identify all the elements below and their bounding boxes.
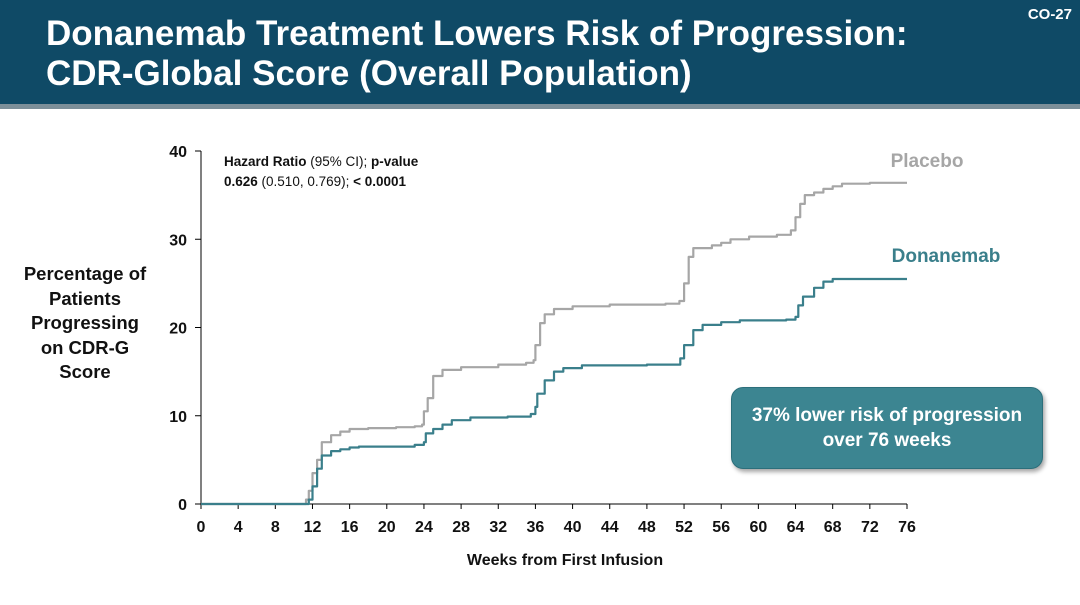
slide-title-line-2: CDR-Global Score (Overall Population) bbox=[46, 54, 692, 93]
y-axis-label-line: on CDR-G bbox=[40, 336, 130, 358]
x-tick-label: 8 bbox=[271, 519, 280, 536]
y-axis-label: Percentage of Patients Progressing on CD… bbox=[10, 262, 160, 385]
chart-series bbox=[201, 181, 907, 506]
legend-donanemab: Donanemab bbox=[892, 246, 1001, 267]
y-axis-label-line: Percentage of bbox=[23, 263, 147, 284]
x-tick-label: 68 bbox=[824, 519, 842, 536]
x-tick-label: 44 bbox=[601, 519, 619, 536]
ci-label: (95% CI); bbox=[306, 154, 372, 169]
y-tick-label: 30 bbox=[169, 232, 187, 249]
y-axis-label-line: Progressing bbox=[31, 312, 139, 333]
x-tick-label: 60 bbox=[749, 519, 767, 536]
risk-reduction-callout: 37% lower risk of progression over 76 we… bbox=[731, 387, 1043, 469]
hazard-ratio-label: Hazard Ratio bbox=[224, 154, 307, 169]
y-tick-label: 10 bbox=[169, 409, 187, 426]
x-tick-label: 32 bbox=[489, 519, 507, 536]
y-tick-label: 0 bbox=[178, 497, 187, 514]
x-tick-label: 0 bbox=[197, 519, 206, 536]
slide-number: CO-27 bbox=[1027, 6, 1072, 23]
title-bar-rule bbox=[0, 104, 1080, 109]
x-tick-label: 72 bbox=[861, 519, 879, 536]
p-value-label: p-value bbox=[371, 154, 419, 169]
slide-title: Donanemab Treatment Lowers Risk of Progr… bbox=[46, 14, 908, 94]
p-value: < 0.0001 bbox=[353, 174, 407, 189]
slide-title-line-1: Donanemab Treatment Lowers Risk of Progr… bbox=[46, 14, 908, 53]
x-tick-label: 16 bbox=[341, 519, 359, 536]
y-axis-label-line: Score bbox=[59, 361, 111, 382]
y-tick-label: 20 bbox=[169, 321, 187, 338]
series-line-donanemab bbox=[201, 277, 907, 506]
x-tick-label: 20 bbox=[378, 519, 396, 536]
hazard-ratio-header: Hazard Ratio (95% CI); p-value bbox=[224, 152, 418, 172]
x-tick-label: 52 bbox=[675, 519, 693, 536]
x-tick-label: 4 bbox=[234, 519, 243, 536]
callout-line-1: 37% lower risk of progression bbox=[751, 405, 1023, 426]
ci-value: (0.510, 0.769); bbox=[257, 174, 354, 189]
x-tick-label: 48 bbox=[638, 519, 656, 536]
hazard-ratio-value: 0.626 bbox=[224, 174, 258, 189]
legend-placebo: Placebo bbox=[891, 151, 964, 172]
y-tick-label: 40 bbox=[169, 144, 187, 161]
x-tick-label: 24 bbox=[415, 519, 433, 536]
hazard-ratio-annotation: Hazard Ratio (95% CI); p-value 0.626 (0.… bbox=[224, 152, 418, 192]
x-tick-label: 76 bbox=[898, 519, 916, 536]
hazard-ratio-values: 0.626 (0.510, 0.769); < 0.0001 bbox=[224, 172, 418, 192]
x-axis-label: Weeks from First Infusion bbox=[467, 552, 663, 569]
x-tick-label: 64 bbox=[787, 519, 805, 536]
x-tick-label: 36 bbox=[527, 519, 545, 536]
x-tick-label: 56 bbox=[712, 519, 730, 536]
x-tick-label: 28 bbox=[452, 519, 470, 536]
title-bar bbox=[0, 0, 1080, 104]
y-axis-label-line: Patients bbox=[49, 287, 121, 309]
callout-line-2: over 76 weeks bbox=[822, 430, 952, 451]
x-tick-label: 12 bbox=[304, 519, 322, 536]
x-tick-label: 40 bbox=[564, 519, 582, 536]
series-line-placebo bbox=[201, 181, 907, 506]
